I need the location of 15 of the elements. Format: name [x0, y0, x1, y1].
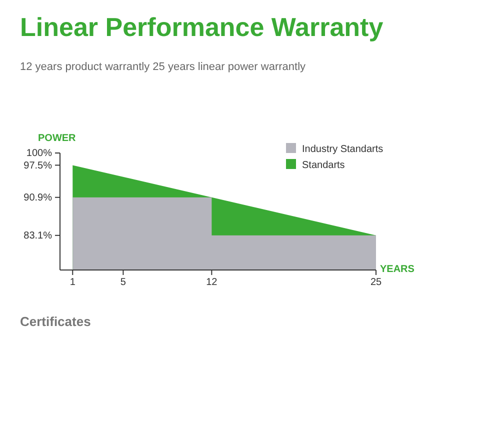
y-axis-title: POWER	[38, 133, 77, 144]
x-axis-title: YEARS	[380, 264, 415, 275]
legend-label: Standarts	[302, 160, 345, 171]
legend-label: Industry Standarts	[302, 144, 384, 155]
y-tick-label: 100%	[26, 148, 52, 160]
text: Certificates	[20, 314, 91, 329]
x-tick-label: 1	[70, 277, 76, 288]
x-tick-label: 12	[206, 277, 218, 288]
y-tick-label: 90.9%	[24, 192, 52, 204]
y-tick-label: 83.1%	[24, 230, 52, 242]
x-tick-label: 25	[370, 277, 382, 288]
y-tick-label: 97.5%	[24, 160, 52, 172]
chart-subtitle: 12 years product warrantly 25 years linear power warrantly	[20, 61, 306, 73]
x-tick-label: 5	[120, 277, 126, 288]
chart-title: Linear Performance Warranty	[20, 12, 384, 42]
